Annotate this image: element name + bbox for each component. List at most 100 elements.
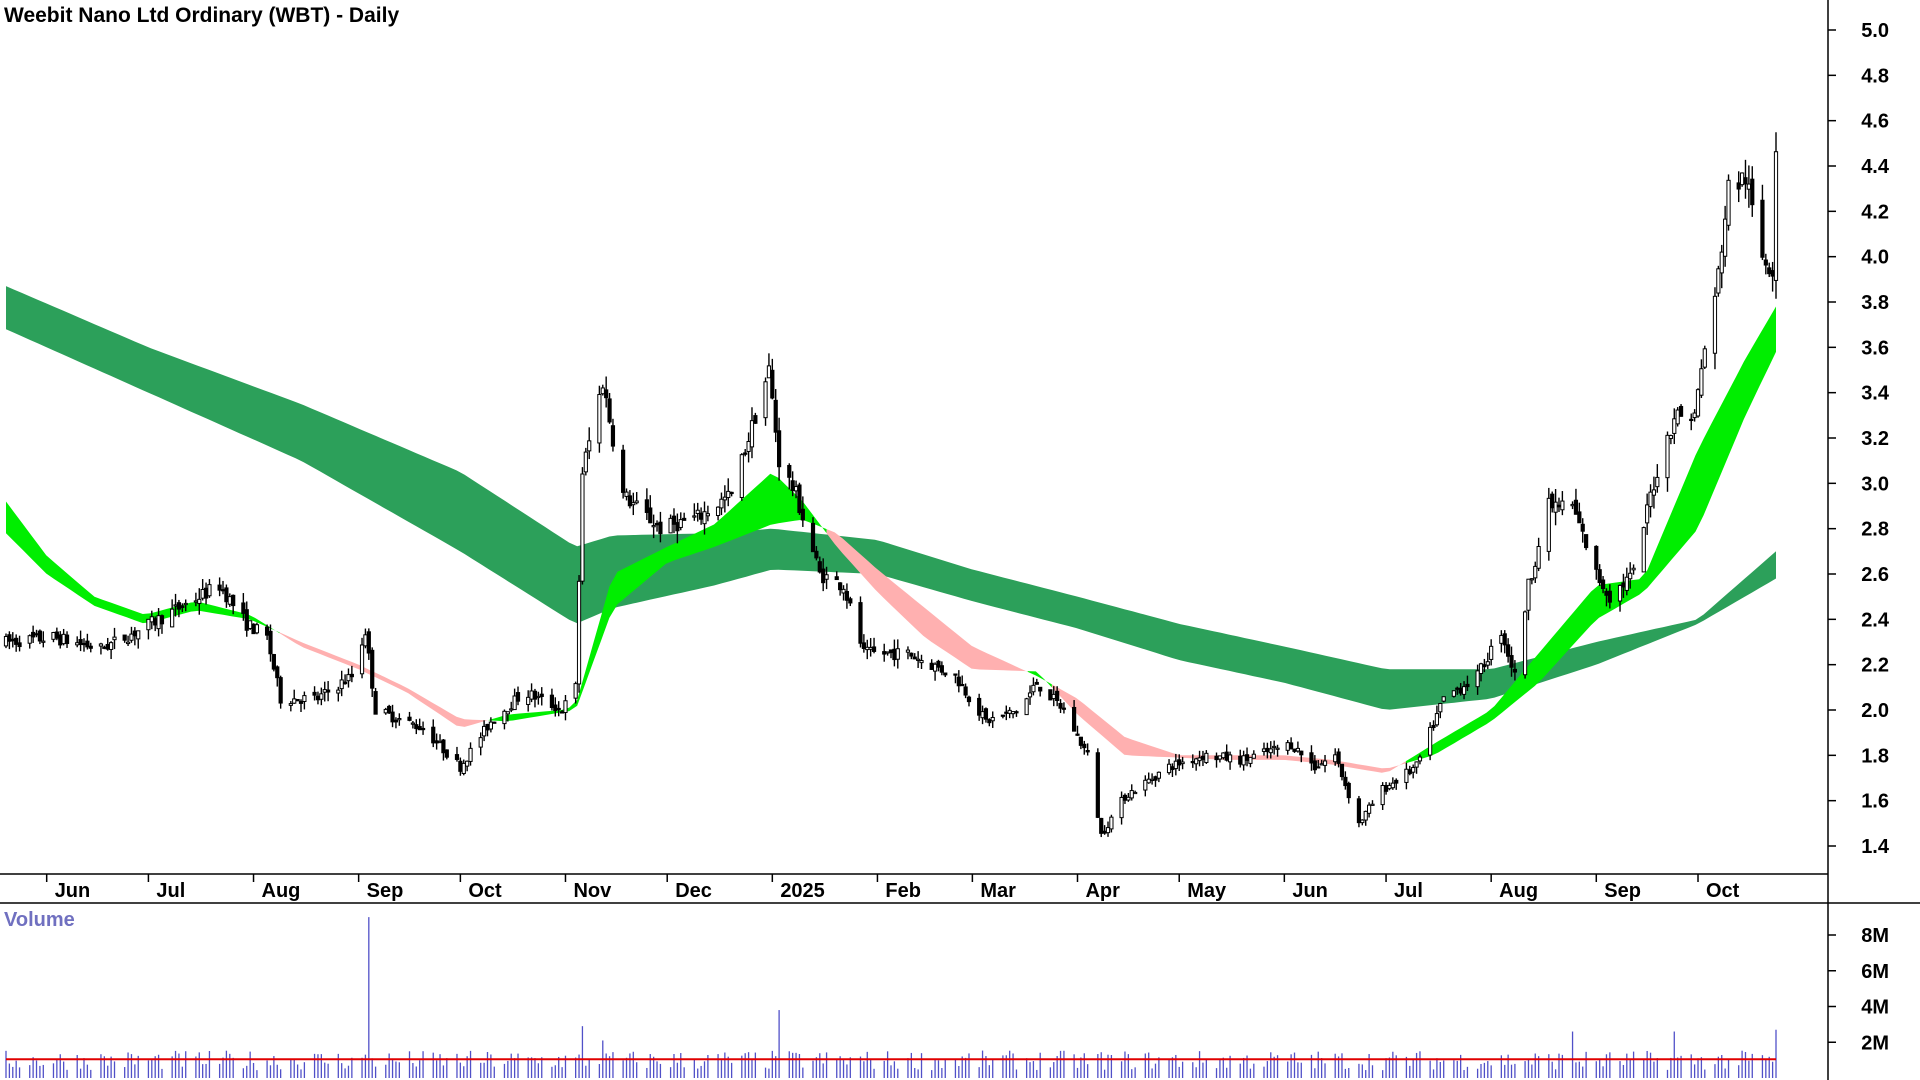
candle-body <box>397 718 402 721</box>
candle-body <box>651 525 656 528</box>
candle-body <box>241 602 246 614</box>
candle-body <box>1224 751 1229 761</box>
candle-body <box>604 389 609 399</box>
candle-body <box>207 584 212 597</box>
candle-body <box>156 615 161 630</box>
candle-body <box>3 636 9 647</box>
candle-body <box>983 708 989 720</box>
candle-body <box>668 517 673 534</box>
candle-body <box>461 762 466 774</box>
candle-body <box>363 634 368 647</box>
candle-body <box>349 673 354 678</box>
candle-body <box>132 630 137 637</box>
candle-body <box>1739 172 1745 186</box>
candle-body <box>1455 687 1460 690</box>
candle-body <box>631 502 636 506</box>
month-tick-label: Nov <box>573 880 612 902</box>
candle-body <box>1072 706 1077 732</box>
price-tick-label: 2.6 <box>1861 564 1889 586</box>
candle-body <box>88 645 93 649</box>
candle-body <box>505 711 510 715</box>
candle-body <box>105 643 110 650</box>
month-tick-label: Jul <box>1394 880 1423 902</box>
candle-body <box>410 722 415 725</box>
volume-tick-label: 2M <box>1861 1032 1889 1054</box>
candle-body <box>37 630 43 642</box>
candle-body <box>1289 742 1294 750</box>
candle-body <box>54 631 59 639</box>
candle-body <box>871 646 877 652</box>
time-axis: Jun Jul Aug Sep Oct Nov Dec 2025 Feb Mar Apr May Jun… <box>45 874 1740 902</box>
candle-body <box>109 642 114 650</box>
candle-body <box>597 394 602 444</box>
candle-body <box>417 726 422 731</box>
candle-body <box>1767 267 1772 275</box>
short-ribbon-band-down <box>1051 684 1406 773</box>
candle-body <box>515 692 521 702</box>
candle-body <box>342 681 348 685</box>
month-tick-label: Jun <box>55 880 91 902</box>
candle-body <box>800 508 805 521</box>
candle-body <box>865 646 870 651</box>
price-tick-label: 2.4 <box>1861 609 1890 631</box>
price-panel <box>3 132 1779 838</box>
candle-body <box>183 602 188 606</box>
candle-body <box>1221 752 1226 759</box>
candle-body <box>1773 151 1779 281</box>
candle-body <box>1078 736 1083 746</box>
candle-body <box>1434 713 1440 726</box>
candle-body <box>1414 761 1419 768</box>
candle-body <box>607 398 612 423</box>
month-tick-label: Apr <box>1085 880 1120 902</box>
candle-body <box>509 708 514 711</box>
candle-body <box>1604 590 1609 596</box>
chart-title: Weebit Nano Ltd Ordinary (WBT) - Daily <box>4 4 399 27</box>
candle-body <box>729 491 734 495</box>
candle-body <box>1143 779 1148 791</box>
candle-body <box>929 662 934 670</box>
candle-body <box>963 686 968 696</box>
candle-body <box>1099 817 1104 834</box>
candle-body <box>149 616 154 623</box>
candle-body <box>1597 569 1602 584</box>
candle-body <box>624 491 629 497</box>
candle-body <box>292 698 297 704</box>
candle-body <box>75 642 80 646</box>
candle-body <box>1383 785 1389 792</box>
price-tick-label: 4.8 <box>1861 65 1889 87</box>
candle-body <box>1570 503 1575 507</box>
candle-body <box>797 484 802 514</box>
candle-body <box>824 574 829 580</box>
candle-body <box>326 689 331 693</box>
candle-body <box>251 623 256 635</box>
candle-body <box>966 696 972 703</box>
candle-body <box>1482 664 1487 668</box>
candle-body <box>749 420 755 448</box>
candle-body <box>1082 743 1087 749</box>
candle-body <box>1746 183 1751 190</box>
candle-body <box>78 639 83 645</box>
candle-body <box>1665 434 1670 479</box>
short-ribbon-band-down <box>826 529 1028 672</box>
candle-body <box>1241 755 1246 766</box>
candle-body <box>1580 523 1585 532</box>
candle-body <box>1404 768 1409 783</box>
candle-body <box>587 440 592 452</box>
candle-body <box>1075 733 1080 736</box>
candle-body <box>200 588 205 599</box>
candle-body <box>1723 218 1728 257</box>
candle-body <box>1200 755 1206 760</box>
candle-body <box>838 582 843 591</box>
candle-body <box>17 642 22 648</box>
candle-body <box>790 480 795 492</box>
candle-body <box>634 500 639 504</box>
candle-body <box>27 635 32 644</box>
candle-body <box>302 695 307 702</box>
candle-body <box>231 594 236 607</box>
candle-body <box>1346 782 1351 799</box>
price-tick-label: 5.0 <box>1861 20 1889 42</box>
candle-body <box>485 723 490 731</box>
short-ribbon-band-down <box>279 632 489 727</box>
month-tick-label: Aug <box>262 880 301 902</box>
candle-body <box>777 430 782 468</box>
